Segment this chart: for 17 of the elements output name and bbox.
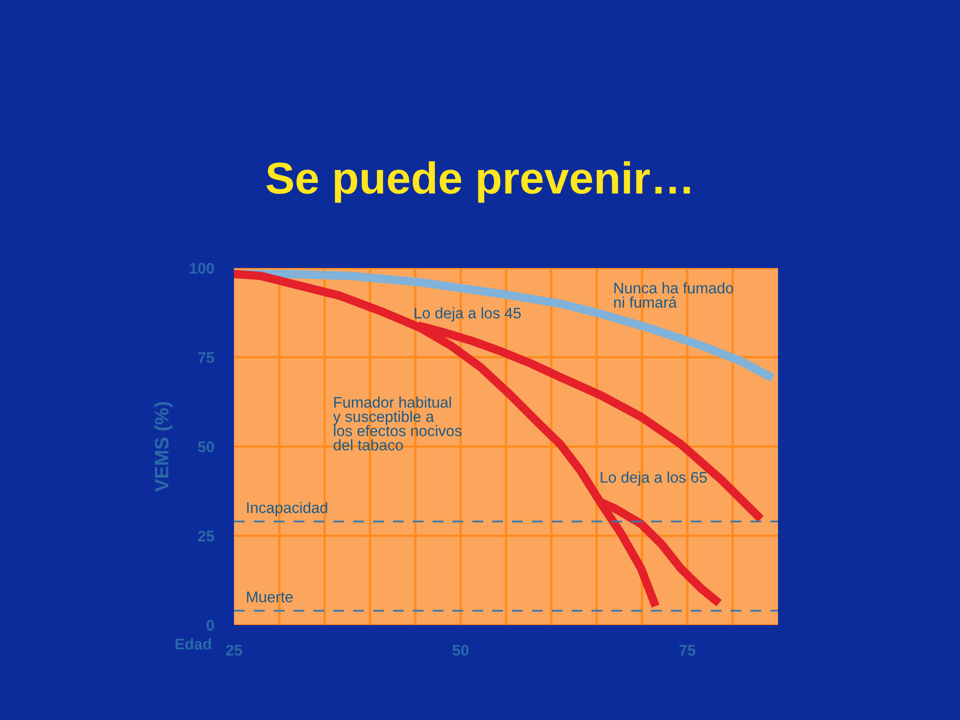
x-tick-label: 50 bbox=[452, 644, 469, 656]
series-label: Nunca ha fumado ni fumará bbox=[614, 282, 734, 308]
chart-title: Se puede prevenir… bbox=[266, 161, 690, 203]
series-label: Lo deja a los 45 bbox=[414, 307, 521, 322]
y-tick-label: 25 bbox=[198, 530, 214, 542]
ref-line-label: Incapacidad bbox=[247, 502, 328, 516]
series-label: Lo deja a los 65 bbox=[600, 471, 707, 486]
y-axis-title: VEMS (%) bbox=[154, 402, 172, 492]
text: Fumador habitual y susceptible a los efectos nocivos del tabaco bbox=[333, 396, 462, 450]
y-tick-label: 75 bbox=[198, 352, 214, 363]
y-tick-label: 0 bbox=[206, 620, 214, 631]
ref-line-label: Muerte bbox=[247, 592, 293, 602]
x-tick-label: 75 bbox=[679, 645, 696, 656]
x-axis-title: Edad bbox=[176, 638, 211, 650]
x-tick-label: 25 bbox=[226, 644, 242, 656]
y-tick-label: 100 bbox=[190, 262, 214, 274]
y-tick-label: 50 bbox=[198, 441, 214, 452]
